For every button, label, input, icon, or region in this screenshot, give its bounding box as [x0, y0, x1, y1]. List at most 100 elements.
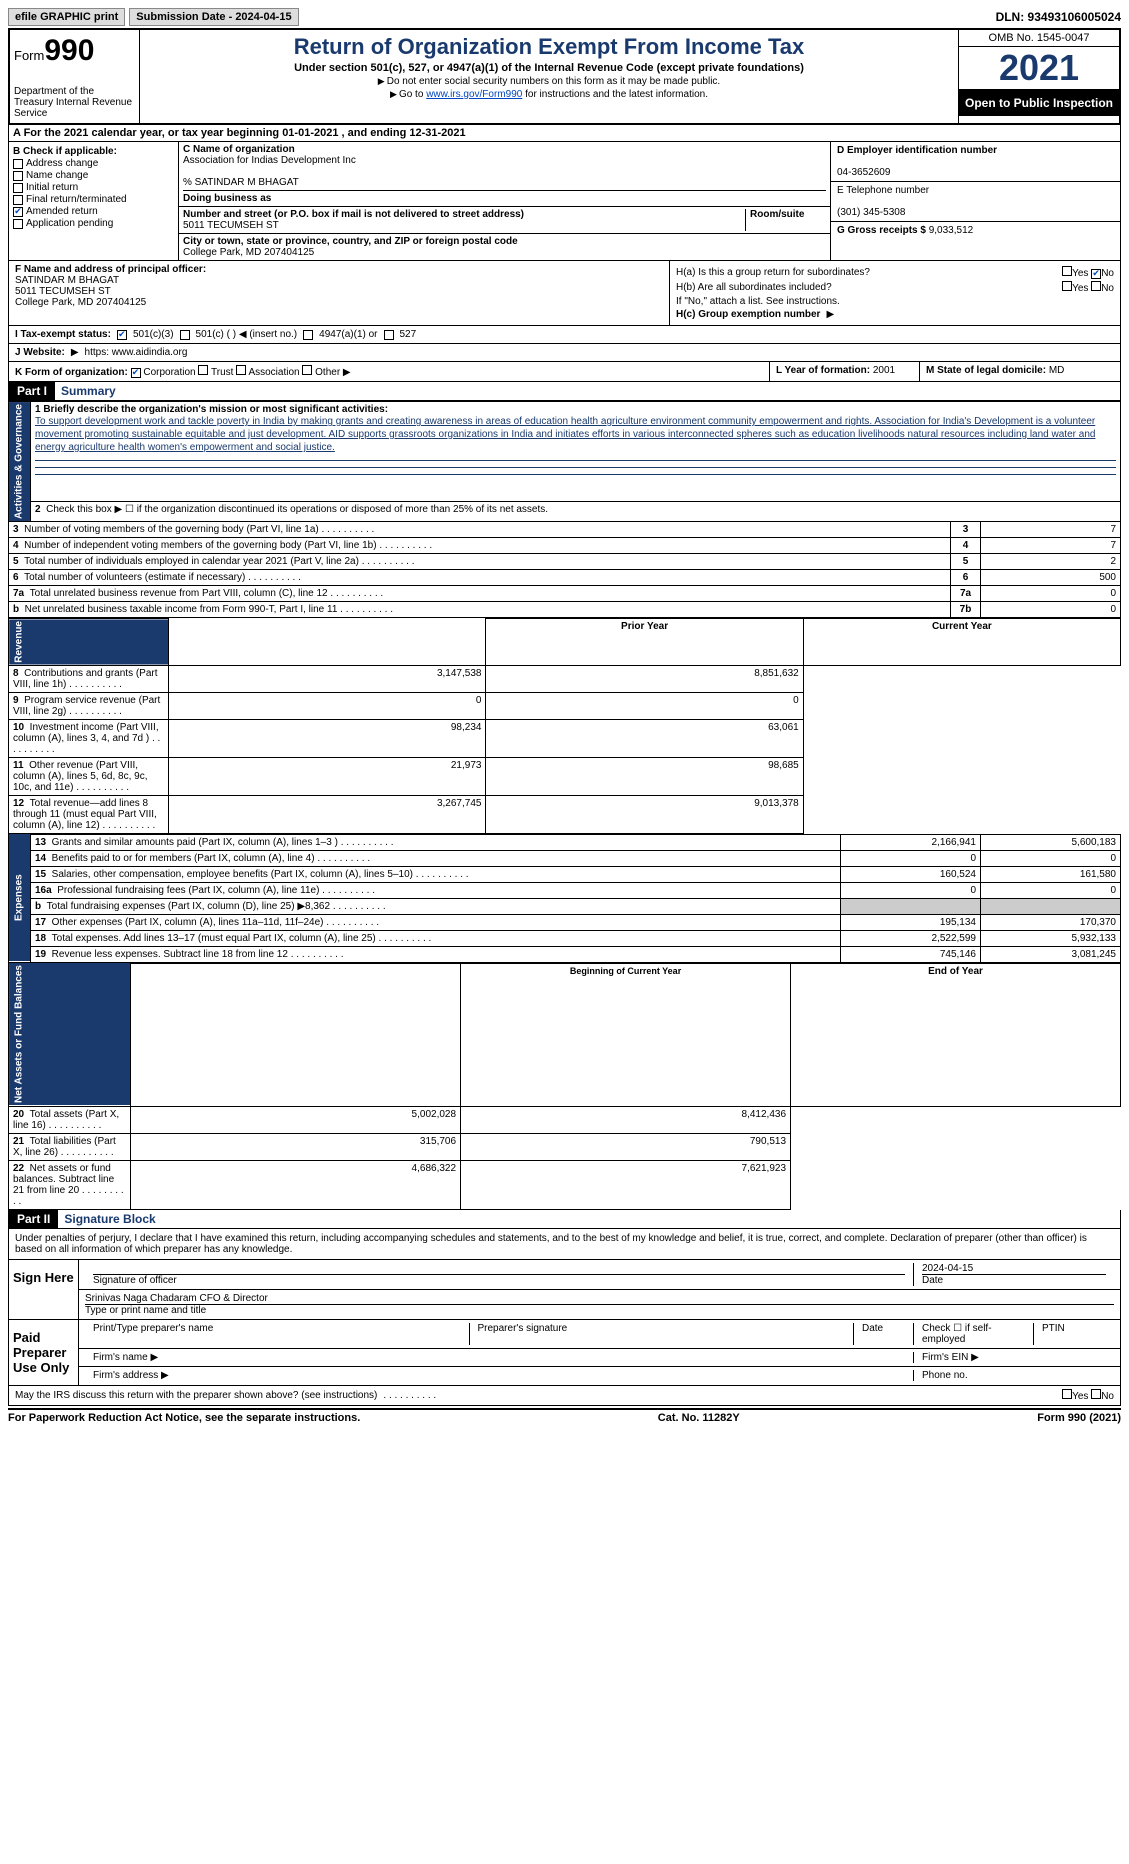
org-name: Association for Indias Development Inc: [183, 155, 356, 166]
dba-label: Doing business as: [183, 193, 271, 204]
b-cb-5[interactable]: [13, 219, 23, 229]
ha-yes-cb[interactable]: [1062, 266, 1072, 276]
yes-label: Yes: [1072, 283, 1088, 294]
sig-officer-label: Signature of officer: [93, 1274, 905, 1286]
yes-label: Yes: [1072, 268, 1088, 279]
line-14-py: 0: [841, 850, 981, 866]
line-b-py: [841, 898, 981, 914]
line-20-eoy: 8,412,436: [461, 1106, 791, 1133]
opt-other: Other: [315, 367, 340, 378]
line-4-box: 4: [951, 538, 981, 554]
k-trust-cb[interactable]: [198, 365, 208, 375]
row-a: A For the 2021 calendar year, or tax yea…: [8, 125, 1121, 142]
hc-label: H(c) Group exemption number: [676, 309, 820, 320]
line-15-py: 160,524: [841, 866, 981, 882]
mission-text: To support development work and tackle p…: [35, 416, 1095, 453]
hb-note: If "No," attach a list. See instructions…: [676, 296, 840, 307]
line-12-cy: 9,013,378: [486, 795, 803, 833]
b-cb-2[interactable]: [13, 183, 23, 193]
line-16a-cy: 0: [981, 882, 1121, 898]
line-7a-val: 0: [981, 586, 1121, 602]
opt-527: 527: [400, 329, 417, 340]
date-label: Date: [922, 1274, 1106, 1286]
street: 5011 TECUMSEH ST: [183, 220, 279, 231]
line-17-py: 195,134: [841, 914, 981, 930]
side-na: Net Assets or Fund Balances: [9, 963, 131, 1106]
gross: 9,033,512: [929, 225, 974, 236]
room-label: Room/suite: [750, 209, 804, 220]
m-label: M State of legal domicile:: [926, 365, 1046, 376]
line-19-cy: 3,081,245: [981, 946, 1121, 962]
i-501c3-cb[interactable]: [117, 330, 127, 340]
no-label: No: [1101, 1391, 1114, 1402]
form-title: Return of Organization Exempt From Incom…: [146, 34, 952, 60]
line-5-box: 5: [951, 554, 981, 570]
part2-title: Signature Block: [58, 1212, 155, 1226]
may-no-cb[interactable]: [1091, 1389, 1101, 1399]
b-item-3: Final return/terminated: [26, 194, 127, 205]
opt-501c: 501(c) ( ) ◀ (insert no.): [196, 329, 298, 340]
b-cb-1[interactable]: [13, 171, 23, 181]
line-9-py: 0: [169, 692, 486, 719]
line-3-val: 7: [981, 522, 1121, 538]
ein-label: D Employer identification number: [837, 145, 997, 156]
hb-yes-cb[interactable]: [1062, 281, 1072, 291]
side-exp: Expenses: [9, 834, 31, 962]
opt-501c3: 501(c)(3): [133, 329, 174, 340]
self-employed-label: Check ☐ if self-employed: [914, 1323, 1034, 1345]
firm-name-label: Firm's name ▶: [85, 1352, 914, 1363]
l-val: 2001: [873, 365, 895, 376]
form-label: Form: [14, 48, 44, 63]
may-yes-cb[interactable]: [1062, 1389, 1072, 1399]
yes-label: Yes: [1072, 1391, 1088, 1402]
irs-link[interactable]: www.irs.gov/Form990: [426, 89, 522, 100]
line-21-boy: 315,706: [131, 1133, 461, 1160]
officer-addr2: College Park, MD 207404125: [15, 297, 146, 308]
footer-left: For Paperwork Reduction Act Notice, see …: [8, 1412, 360, 1424]
note-2-post: for instructions and the latest informat…: [522, 89, 708, 100]
opt-corp: Corporation: [143, 367, 195, 378]
form-number: 990: [44, 34, 94, 67]
i-4947-cb[interactable]: [303, 330, 313, 340]
k-assoc-cb[interactable]: [236, 365, 246, 375]
line-8-cy: 8,851,632: [486, 665, 803, 692]
ptin-label: PTIN: [1034, 1323, 1114, 1345]
line-9-cy: 0: [486, 692, 803, 719]
line-18-py: 2,522,599: [841, 930, 981, 946]
line-19-py: 745,146: [841, 946, 981, 962]
prep-name-label: Print/Type preparer's name: [85, 1323, 470, 1345]
k-other-cb[interactable]: [302, 365, 312, 375]
form-box: Form990 Department of the Treasury Inter…: [10, 30, 140, 123]
dept-label: Department of the Treasury Internal Reve…: [14, 86, 135, 119]
firm-ein-label: Firm's EIN ▶: [914, 1352, 1114, 1363]
b-cb-3[interactable]: [13, 195, 23, 205]
prep-sig-label: Preparer's signature: [470, 1323, 855, 1345]
b-item-2: Initial return: [26, 182, 78, 193]
ein: 04-3652609: [837, 167, 890, 178]
no-label: No: [1101, 268, 1114, 279]
officer-typed-name: Srinivas Naga Chadaram CFO & Director: [85, 1293, 268, 1304]
declaration: Under penalties of perjury, I declare th…: [8, 1229, 1121, 1260]
submission-btn[interactable]: Submission Date - 2024-04-15: [129, 8, 298, 26]
line-15-cy: 161,580: [981, 866, 1121, 882]
line-7b-val: 0: [981, 602, 1121, 618]
b-cb-0[interactable]: [13, 159, 23, 169]
open-inspection: Open to Public Inspection: [959, 90, 1119, 116]
i-501c-cb[interactable]: [180, 330, 190, 340]
ha-no-cb[interactable]: [1091, 269, 1101, 279]
sign-here-label: Sign Here: [9, 1260, 79, 1319]
i-527-cb[interactable]: [384, 330, 394, 340]
hb-label: H(b) Are all subordinates included?: [676, 282, 832, 293]
k-corp-cb[interactable]: [131, 368, 141, 378]
hb-no-cb[interactable]: [1091, 281, 1101, 291]
tax-year: 2021: [959, 47, 1119, 90]
note-2-pre: Go to: [399, 89, 426, 100]
line-6-box: 6: [951, 570, 981, 586]
line-6-val: 500: [981, 570, 1121, 586]
part1-title: Summary: [55, 384, 116, 398]
b-cb-4[interactable]: [13, 207, 23, 217]
b-item-4: Amended return: [26, 206, 98, 217]
street-label: Number and street (or P.O. box if mail i…: [183, 209, 524, 220]
line-22-eoy: 7,621,923: [461, 1160, 791, 1209]
efile-btn[interactable]: efile GRAPHIC print: [8, 8, 125, 26]
